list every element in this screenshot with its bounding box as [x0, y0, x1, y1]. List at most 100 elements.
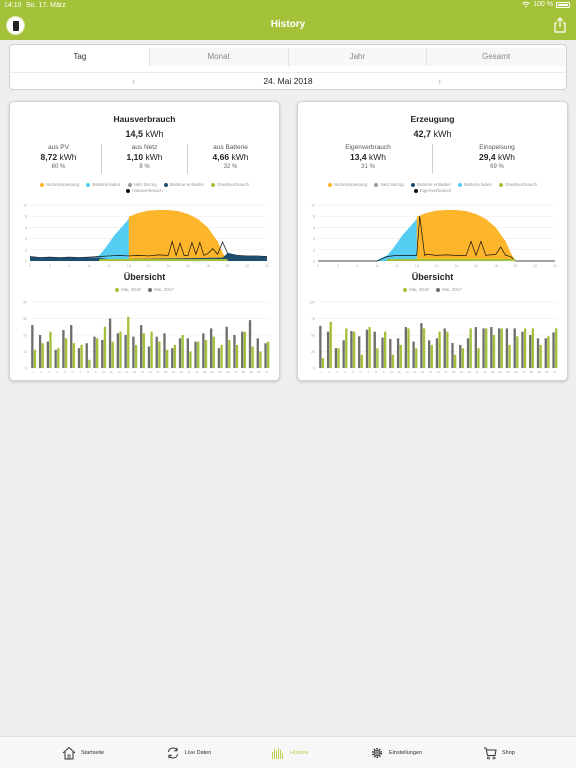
y-tick-label: 20	[23, 334, 27, 338]
x-tick-label: 30	[257, 370, 261, 374]
legend-item[interactable]: Batterie entladen	[164, 182, 204, 188]
legend-item[interactable]: Batterie entladen	[410, 182, 451, 188]
legend-item[interactable]: Mai, 2017	[148, 287, 174, 292]
bar-mai-2018	[259, 351, 262, 368]
legend-dot	[436, 287, 441, 292]
previous-date-chevron-icon[interactable]: ‹	[132, 76, 135, 86]
legend-item[interactable]: Netz Bezug	[374, 182, 404, 188]
x-tick-label: 2	[328, 370, 330, 374]
bar-mai-2018	[461, 348, 465, 368]
legend-label: Batterie laden	[464, 182, 493, 187]
tab-live-daten[interactable]: Live Daten	[166, 746, 211, 760]
bar-mai-2017	[209, 328, 213, 368]
legend-item[interactable]: Batterie laden	[458, 182, 492, 188]
x-tick-label: 15	[429, 370, 433, 374]
stat-percent: 8 %	[139, 164, 150, 170]
legend-label: Direktverbrauch	[505, 182, 538, 187]
stat-unit: kWh	[145, 152, 163, 162]
segment-tag[interactable]: Tag	[11, 48, 150, 66]
legend-item[interactable]: Batterie laden	[86, 182, 120, 188]
bar-mai-2017	[521, 331, 524, 368]
stat-label: Eigenverbrauch	[345, 144, 391, 151]
legend-item[interactable]: Netz Bezug	[127, 182, 157, 188]
bar-mai-2017	[389, 338, 392, 368]
x-tick-label: 25	[218, 370, 222, 374]
bar-mai-2018	[555, 328, 558, 368]
next-date-chevron-icon[interactable]: ›	[438, 76, 441, 86]
tab-label: Einstellungen	[389, 750, 423, 756]
legend-dot	[39, 182, 44, 187]
tab-startseite[interactable]: Startseite	[62, 746, 104, 760]
bar-mai-2017	[451, 342, 454, 368]
bar-mai-2018	[49, 331, 52, 368]
legend-item[interactable]: Mai, 2018	[115, 287, 141, 292]
bar-mai-2018	[345, 328, 348, 368]
x-tick-label: 20	[226, 264, 230, 268]
bar-mai-2017	[529, 335, 532, 368]
x-tick-label: 19	[172, 370, 176, 374]
x-tick-label: 23	[491, 370, 495, 374]
segment-monat[interactable]: Monat	[149, 48, 289, 66]
x-tick-label: 2	[40, 370, 42, 374]
x-tick-label: 15	[141, 370, 145, 374]
legend-label: Netz Bezug	[380, 182, 404, 187]
tab-historie[interactable]: Historie	[271, 746, 309, 760]
bar-mai-2018	[446, 331, 449, 368]
nav-bar: History	[0, 12, 576, 40]
tab-einstellungen[interactable]: Einstellungen	[370, 746, 422, 760]
legend-dot	[327, 182, 332, 187]
x-tick-label: 26	[226, 370, 230, 374]
bar-mai-2017	[412, 341, 415, 368]
y-tick-label: 0	[313, 260, 315, 264]
x-tick-label: 17	[156, 370, 160, 374]
x-tick-label: 8	[396, 264, 398, 268]
legend-item[interactable]: Netzeinspeisung	[327, 182, 367, 188]
y-tick-label: 0	[313, 367, 315, 371]
total-unit: kWh	[433, 129, 452, 139]
x-tick-label: 0	[29, 264, 31, 268]
legend-item[interactable]: Mai, 2017	[436, 287, 462, 292]
legend-dot	[127, 182, 132, 187]
bar-mai-2018	[158, 341, 161, 368]
stats-row: aus PV 8,72 kWh 60 % aus Netz 1,10 kWh 8…	[16, 144, 273, 174]
legend-dot	[499, 182, 504, 187]
x-tick-label: 3	[48, 370, 50, 374]
series-area	[387, 259, 516, 261]
x-tick-label: 14	[421, 370, 425, 374]
bar-mai-2017	[147, 346, 151, 368]
x-tick-label: 6	[376, 264, 378, 268]
bar-mai-2018	[220, 344, 223, 368]
x-tick-label: 28	[242, 370, 246, 374]
segment-gesamt[interactable]: Gesamt	[427, 48, 565, 66]
legend-item[interactable]: Direktverbrauch	[211, 182, 249, 188]
tab-shop[interactable]: Shop	[483, 746, 515, 760]
legend-item[interactable]: Netzeinspeisung	[39, 182, 79, 188]
legend-label: Mai, 2017	[442, 287, 462, 292]
y-tick-label: 2	[313, 248, 315, 252]
legend-item[interactable]: Eigenverbrauch	[413, 188, 451, 194]
app-logo[interactable]	[6, 16, 25, 35]
share-icon[interactable]	[553, 17, 567, 33]
segment-jahr[interactable]: Jahr	[288, 48, 428, 66]
bar-mai-2017	[513, 328, 516, 368]
legend-item[interactable]: Direktverbrauch	[499, 182, 537, 188]
total-number: 14,5	[125, 129, 143, 139]
bar-mai-2017	[186, 338, 189, 368]
bar-mai-2018	[523, 328, 527, 368]
bar-mai-2018	[438, 331, 441, 368]
y-tick-label: 4	[313, 237, 315, 241]
legend-item[interactable]: Hausverbrauch	[126, 188, 163, 194]
stat-number: 1,10	[126, 152, 144, 162]
x-tick-label: 12	[435, 264, 439, 268]
x-tick-label: 16	[186, 264, 190, 268]
cart-icon	[484, 747, 497, 760]
y-tick-label: 75	[311, 317, 315, 321]
legend-item[interactable]: Mai, 2018	[403, 287, 429, 292]
x-tick-label: 23	[203, 370, 207, 374]
bar-mai-2018	[267, 341, 270, 368]
x-tick-label: 11	[398, 370, 401, 374]
stat-label: aus Batterie	[213, 144, 248, 151]
status-date: So. 17. März	[26, 2, 66, 9]
